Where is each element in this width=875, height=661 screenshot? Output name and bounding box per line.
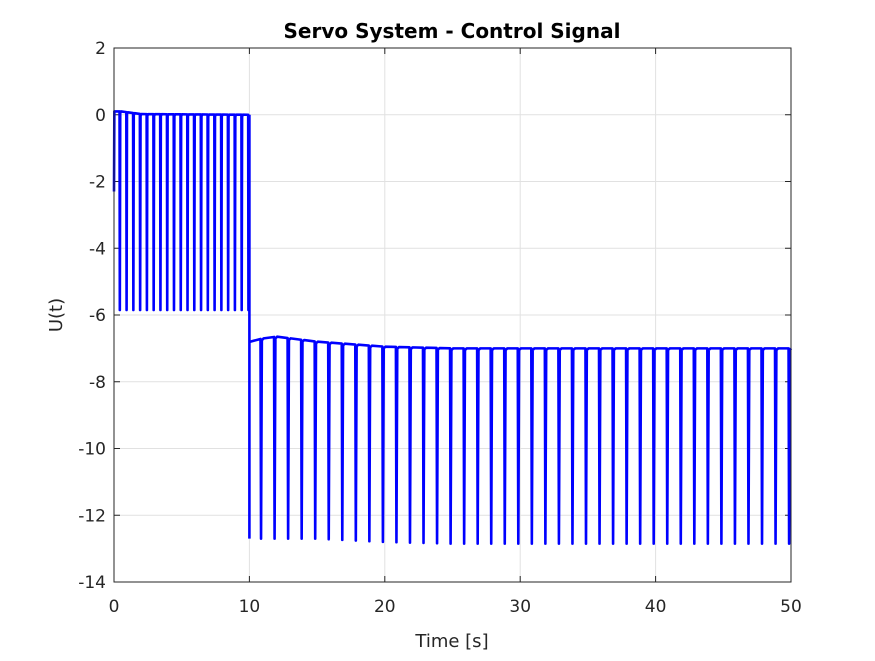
series-layer: [112, 110, 793, 545]
x-tick-labels: 0 10 20 30 40 50: [109, 597, 802, 617]
y-tick-label: 2: [95, 39, 106, 59]
y-tick-label: -10: [78, 440, 106, 460]
y-tick-label: 0: [95, 106, 106, 126]
x-tick-label: 0: [109, 597, 120, 617]
x-tick-label: 30: [509, 597, 531, 617]
y-tick-label: -2: [89, 173, 106, 193]
x-tick-label: 20: [374, 597, 396, 617]
x-tick-label: 10: [239, 597, 261, 617]
y-tick-label: -4: [89, 239, 106, 259]
control-signal-line-segment: [112, 110, 251, 312]
plot-frame: [113, 47, 792, 583]
x-tick-label: 50: [780, 597, 802, 617]
y-tick-label: -6: [89, 306, 106, 326]
y-tick-label: -12: [78, 506, 106, 526]
y-tick-label: -8: [89, 373, 106, 393]
control-signal-line-segment: [248, 335, 793, 545]
y-axis-label: U(t): [46, 298, 67, 332]
chart-title: Servo System - Control Signal: [284, 19, 621, 43]
x-axis-label: Time [s]: [414, 631, 488, 652]
y-tick-labels: 2 0 -2 -4 -6 -8 -10 -12 -14: [78, 39, 106, 593]
y-tick-label: -14: [78, 573, 106, 593]
x-tick-label: 40: [645, 597, 667, 617]
